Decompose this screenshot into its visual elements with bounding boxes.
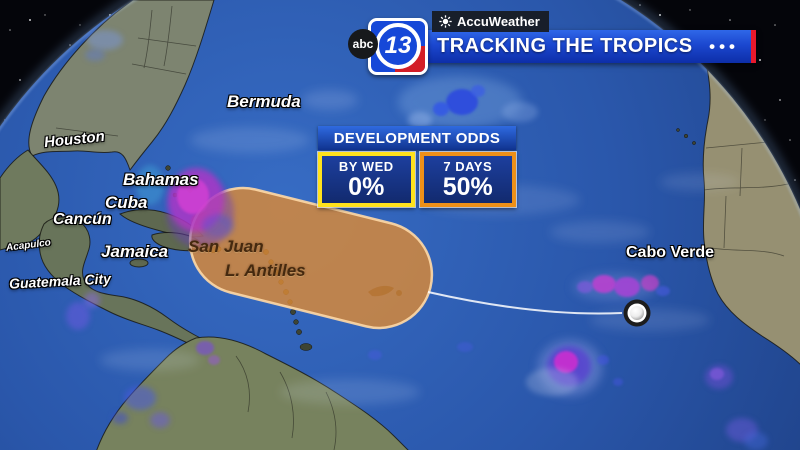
accuweather-badge: AccuWeather (432, 11, 549, 32)
banner-title: TRACKING THE TROPICS (437, 35, 693, 57)
sun-icon (439, 15, 452, 28)
abc-network-mark: abc (348, 29, 378, 59)
label-cancun: Cancún (53, 211, 112, 228)
cloud-layer (100, 90, 740, 405)
radar-precip (66, 30, 768, 450)
odds-value-by-wed: 0% (348, 172, 385, 201)
development-odds-panel: DEVELOPMENT ODDS BY WED 0% 7 DAYS 50% (318, 126, 516, 207)
label-lesser-antilles: L. Antilles (225, 261, 306, 280)
abc13-logo-circle: 13 (375, 23, 421, 69)
label-cuba: Cuba (105, 193, 148, 212)
odds-period-7-days: 7 DAYS (443, 158, 493, 174)
odds-box-7-days: 7 DAYS 50% (419, 152, 516, 207)
odds-box-by-wed: BY WED 0% (318, 152, 415, 207)
accuweather-label: AccuWeather (457, 14, 540, 29)
label-cabo-verde: Cabo Verde (626, 244, 715, 261)
banner-ellipsis-icon: ••• (709, 36, 739, 56)
storm-position-marker-icon (623, 299, 651, 327)
development-odds-title: DEVELOPMENT ODDS (318, 126, 516, 150)
development-odds-boxes: BY WED 0% 7 DAYS 50% (318, 152, 516, 207)
tracking-the-tropics-banner: TRACKING THE TROPICS ••• (424, 30, 756, 63)
odds-period-by-wed: BY WED (338, 158, 394, 174)
label-bermuda: Bermuda (227, 92, 301, 111)
label-san-juan: San Juan (188, 237, 264, 256)
label-bahamas: Bahamas (123, 170, 199, 189)
abc-text: abc (352, 37, 374, 51)
radar-disturbance-bahamas (166, 168, 234, 248)
label-jamaica: Jamaica (101, 242, 169, 261)
abc13-logo: 13 abc (348, 13, 442, 75)
track-line (427, 291, 623, 315)
odds-value-7-days: 50% (442, 172, 493, 201)
development-area-detail (368, 285, 402, 297)
station-number: 13 (384, 32, 412, 59)
